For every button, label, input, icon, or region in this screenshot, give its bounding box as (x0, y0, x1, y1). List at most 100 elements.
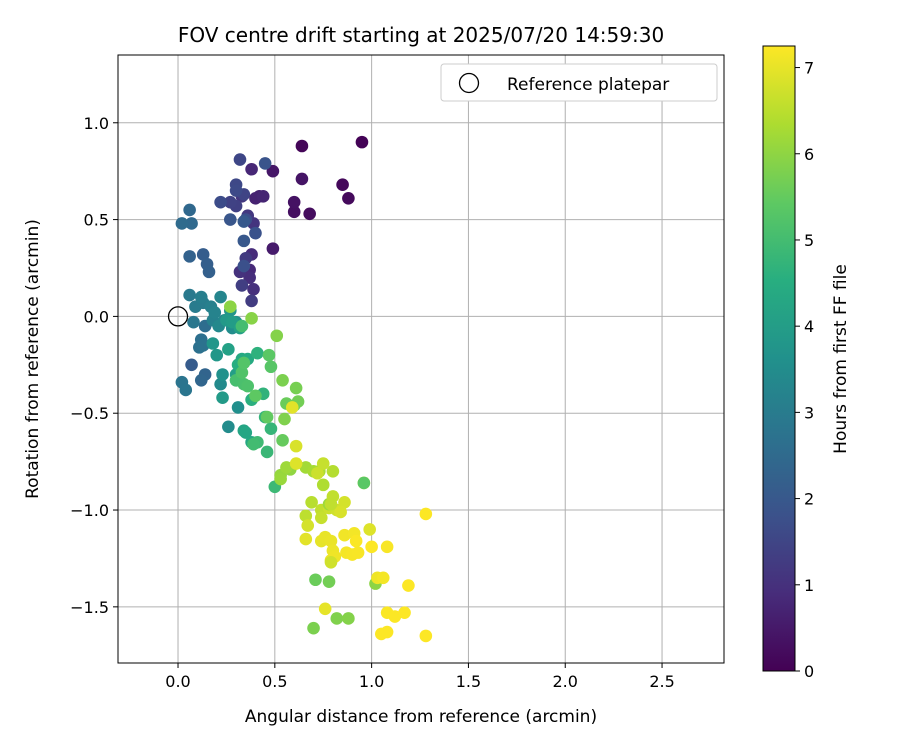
chart-title: FOV centre drift starting at 2025/07/20 … (178, 23, 664, 47)
data-point (185, 358, 198, 372)
data-point (249, 226, 262, 240)
data-point (223, 213, 237, 226)
data-point (235, 366, 249, 379)
data-point (402, 579, 415, 592)
colorbar: 0 1 2 3 4 5 6 7 Hours from first FF file (762, 45, 851, 681)
data-point (289, 439, 303, 453)
data-point (289, 457, 303, 470)
data-point (194, 290, 208, 304)
data-point (398, 606, 411, 619)
data-point (287, 195, 301, 209)
data-point (183, 250, 196, 263)
data-point (419, 507, 433, 521)
data-point (318, 602, 332, 616)
data-point (287, 205, 301, 219)
data-point (316, 457, 330, 470)
data-point (324, 497, 338, 511)
data-point (309, 573, 322, 587)
x-axis-label: Angular distance from reference (arcmin) (245, 707, 597, 727)
plot-points (167, 135, 433, 643)
legend-marker-icon (458, 72, 480, 94)
data-point (324, 556, 338, 569)
data-point (419, 629, 433, 643)
data-point (179, 383, 193, 397)
legend-box (440, 63, 718, 102)
data-point (249, 389, 262, 403)
data-point (235, 279, 249, 292)
x-tick-label: 2.5 (649, 672, 674, 691)
data-point (245, 312, 258, 325)
data-point (307, 621, 320, 635)
data-point (229, 184, 243, 197)
data-point (239, 426, 253, 439)
data-point (322, 575, 336, 588)
data-point (247, 282, 260, 296)
data-point (357, 476, 371, 490)
data-point (295, 139, 309, 153)
y-axis-ticks: −1.5 −1.0 −0.5 0.0 0.5 1.0 (70, 114, 118, 617)
data-point (196, 248, 210, 261)
data-point (355, 135, 369, 149)
data-point (380, 625, 394, 639)
data-point (303, 207, 316, 221)
data-point (285, 401, 299, 414)
x-axis-ticks: 0.0 0.5 1.0 1.5 2.0 2.5 (165, 663, 675, 691)
data-point (326, 465, 340, 478)
data-point (376, 571, 390, 585)
data-point (214, 290, 227, 304)
y-tick-label: −1.5 (70, 598, 109, 617)
data-point (237, 234, 251, 248)
data-point (216, 391, 229, 405)
data-point (223, 300, 237, 314)
x-tick-label: 1.5 (456, 672, 481, 691)
data-point (324, 534, 338, 548)
data-point (223, 195, 237, 209)
y-tick-label: 0.5 (84, 211, 109, 230)
data-point (280, 461, 293, 474)
data-point (206, 337, 220, 350)
data-point (278, 412, 291, 426)
data-point (183, 203, 196, 217)
data-point (342, 612, 355, 625)
data-point (208, 306, 222, 319)
colorbar-tick-label: 7 (804, 59, 814, 78)
data-point (349, 534, 363, 548)
data-point (222, 420, 235, 434)
data-point (274, 472, 287, 486)
data-point (311, 466, 324, 480)
data-point (276, 434, 289, 447)
y-tick-label: 1.0 (84, 114, 109, 133)
data-point (338, 495, 351, 509)
x-tick-label: 0.5 (262, 672, 287, 691)
colorbar-tick-label: 0 (804, 662, 814, 681)
data-point (243, 271, 256, 284)
data-point (251, 346, 264, 360)
data-point (245, 162, 258, 176)
colorbar-label: Hours from first FF file (831, 264, 851, 454)
data-point (388, 610, 402, 623)
data-point (256, 190, 270, 203)
data-point (305, 495, 318, 509)
data-point (237, 215, 251, 228)
legend-entry-reference: Reference platepar (507, 75, 669, 95)
colorbar-tick-label: 4 (804, 317, 814, 336)
data-point (194, 373, 208, 387)
data-point (351, 546, 365, 559)
data-point (363, 523, 376, 536)
data-point (214, 195, 227, 209)
plot-frame (117, 54, 725, 664)
data-point (187, 315, 200, 329)
data-point (260, 445, 274, 459)
data-point (314, 511, 328, 525)
data-point (380, 540, 394, 554)
data-point (214, 377, 227, 391)
data-point (266, 164, 280, 178)
y-tick-label: 0.0 (84, 307, 109, 326)
data-point (264, 360, 278, 374)
data-point (266, 242, 280, 255)
data-point (175, 217, 189, 230)
colorbar-tick-label: 6 (804, 145, 814, 164)
data-point (262, 348, 276, 362)
reference-marker-icon (167, 306, 189, 327)
